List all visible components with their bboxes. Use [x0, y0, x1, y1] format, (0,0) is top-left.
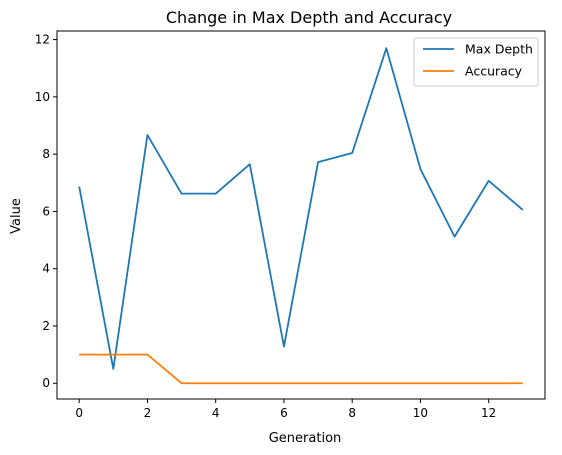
x-axis-ticks: 0 2 4 6 8 10 12: [75, 399, 496, 420]
chart-title: Change in Max Depth and Accuracy: [166, 8, 452, 27]
y-tick-label: 6: [42, 204, 50, 218]
y-tick-label: 4: [42, 262, 50, 276]
x-axis-label: Generation: [269, 431, 342, 446]
x-tick-label: 12: [481, 406, 496, 420]
legend-label-accuracy: Accuracy: [465, 64, 523, 79]
y-tick-label: 0: [42, 376, 50, 390]
series-layer: [79, 48, 523, 383]
legend: Max Depth Accuracy: [414, 38, 538, 86]
series-line-accuracy: [79, 355, 523, 384]
x-tick-label: 4: [212, 406, 220, 420]
y-tick-label: 2: [42, 319, 50, 333]
x-tick-label: 2: [144, 406, 152, 420]
x-tick-label: 0: [75, 406, 83, 420]
legend-label-max-depth: Max Depth: [465, 42, 533, 57]
y-axis-ticks: 0 2 4 6 8 10 12: [35, 33, 57, 391]
y-tick-label: 10: [35, 90, 50, 104]
y-axis-label: Value: [9, 198, 24, 234]
x-tick-label: 10: [413, 406, 428, 420]
x-tick-label: 8: [348, 406, 356, 420]
x-tick-label: 6: [280, 406, 288, 420]
series-line-max-depth: [79, 48, 523, 369]
y-tick-label: 12: [35, 33, 50, 47]
y-tick-label: 8: [42, 147, 50, 161]
